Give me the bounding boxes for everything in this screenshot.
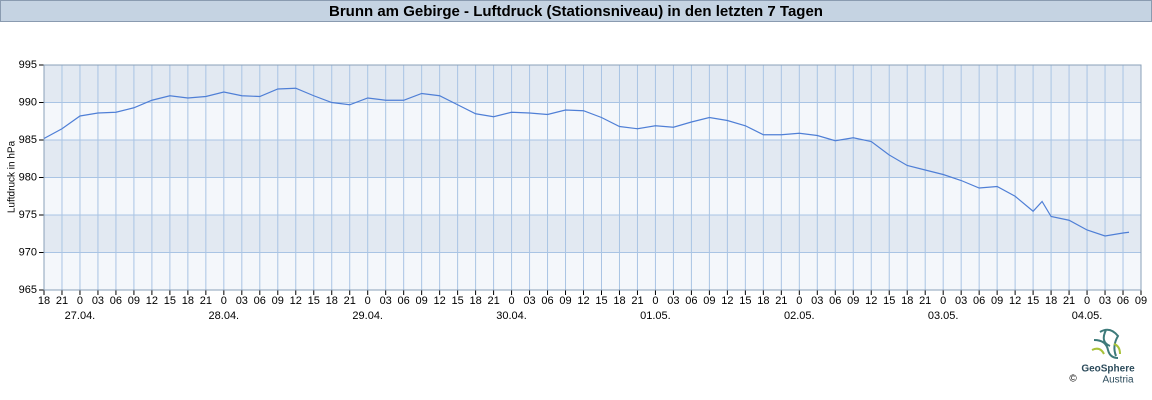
- x-tick-label: 12: [721, 295, 733, 307]
- date-label: 04.05.: [1072, 310, 1103, 322]
- x-tick-label: 06: [685, 295, 697, 307]
- x-tick-label: 12: [1009, 295, 1021, 307]
- x-tick-label: 12: [865, 295, 877, 307]
- x-tick-label: 03: [811, 295, 823, 307]
- date-label: 01.05.: [640, 310, 671, 322]
- x-tick-label: 18: [613, 295, 625, 307]
- x-tick-label: 06: [254, 295, 266, 307]
- y-tick-label: 975: [19, 209, 37, 221]
- x-tick-label: 18: [757, 295, 769, 307]
- x-tick-label: 12: [146, 295, 158, 307]
- date-label: 28.04.: [209, 310, 240, 322]
- x-tick-label: 0: [1084, 295, 1090, 307]
- x-tick-label: 0: [796, 295, 802, 307]
- plot-border: [43, 64, 1142, 291]
- date-label: 29.04.: [352, 310, 383, 322]
- x-tick-label: 18: [1045, 295, 1057, 307]
- x-tick-label: 03: [955, 295, 967, 307]
- x-tick-label: 06: [829, 295, 841, 307]
- credit-symbol: ©: [1069, 374, 1077, 385]
- date-label: 03.05.: [928, 310, 959, 322]
- x-tick-label: 03: [380, 295, 392, 307]
- x-tick-label: 0: [77, 295, 83, 307]
- date-label: 02.05.: [784, 310, 815, 322]
- x-tick-label: 06: [398, 295, 410, 307]
- line: [43, 87, 1130, 237]
- x-tick-label: 15: [1027, 295, 1039, 307]
- band: [44, 215, 1141, 253]
- y-tick-label: 965: [19, 284, 37, 296]
- credit-sub: Austria: [1102, 375, 1134, 386]
- x-tick-label: 21: [344, 295, 356, 307]
- x-tick-label: 12: [290, 295, 302, 307]
- x-tick-label: 03: [1099, 295, 1111, 307]
- x-tick-label: 21: [487, 295, 499, 307]
- y-tick-label: 990: [19, 96, 37, 108]
- date-label: 30.04.: [496, 310, 527, 322]
- date-label: 27.04.: [65, 310, 96, 322]
- y-axis-label: Luftdruck in hPa: [7, 140, 18, 213]
- x-tick-label: 09: [1135, 295, 1147, 307]
- x-tick-label: 0: [365, 295, 371, 307]
- x-tick-label: 18: [38, 295, 50, 307]
- x-tick-label: 15: [308, 295, 320, 307]
- x-tick-label: 0: [940, 295, 946, 307]
- x-tick-label: 18: [901, 295, 913, 307]
- x-tick-label: 21: [56, 295, 68, 307]
- x-tick-label: 18: [182, 295, 194, 307]
- band: [44, 140, 1141, 178]
- x-tick-label: 21: [631, 295, 643, 307]
- logo-mark: [1091, 343, 1121, 355]
- x-tick-label: 15: [595, 295, 607, 307]
- x-tick-label: 21: [919, 295, 931, 307]
- y-tick-label: 970: [19, 246, 37, 258]
- x-tick-label: 12: [434, 295, 446, 307]
- x-tick-label: 12: [577, 295, 589, 307]
- x-tick-label: 09: [703, 295, 715, 307]
- logo-mark: [1093, 328, 1120, 359]
- credit-name: GeoSphere: [1081, 364, 1135, 375]
- band: [44, 65, 1141, 103]
- x-tick-label: 15: [739, 295, 751, 307]
- x-tick-label: 21: [200, 295, 212, 307]
- x-tick-label: 09: [128, 295, 140, 307]
- x-tick-label: 09: [272, 295, 284, 307]
- x-tick-label: 15: [883, 295, 895, 307]
- x-tick-label: 06: [541, 295, 553, 307]
- x-tick-label: 09: [559, 295, 571, 307]
- x-tick-label: 0: [652, 295, 658, 307]
- x-tick-label: 18: [469, 295, 481, 307]
- x-tick-label: 0: [221, 295, 227, 307]
- x-tick-label: 03: [236, 295, 248, 307]
- x-tick-label: 06: [1117, 295, 1129, 307]
- y-tick-label: 985: [19, 134, 37, 146]
- x-tick-label: 15: [451, 295, 463, 307]
- x-tick-label: 09: [847, 295, 859, 307]
- x-tick-label: 21: [775, 295, 787, 307]
- x-tick-label: 15: [164, 295, 176, 307]
- x-tick-label: 03: [523, 295, 535, 307]
- x-tick-label: 21: [1063, 295, 1075, 307]
- x-tick-label: 0: [509, 295, 515, 307]
- x-tick-label: 09: [991, 295, 1003, 307]
- x-tick-label: 03: [667, 295, 679, 307]
- chart-title: Brunn am Gebirge - Luftdruck (Stationsni…: [329, 3, 823, 20]
- logo: [1091, 328, 1121, 359]
- y-tick-label: 995: [19, 59, 37, 71]
- x-tick-label: 18: [326, 295, 338, 307]
- y-tick-label: 980: [19, 171, 37, 183]
- x-tick-label: 06: [110, 295, 122, 307]
- x-tick-label: 06: [973, 295, 985, 307]
- x-tick-label: 09: [416, 295, 428, 307]
- x-tick-label: 03: [92, 295, 104, 307]
